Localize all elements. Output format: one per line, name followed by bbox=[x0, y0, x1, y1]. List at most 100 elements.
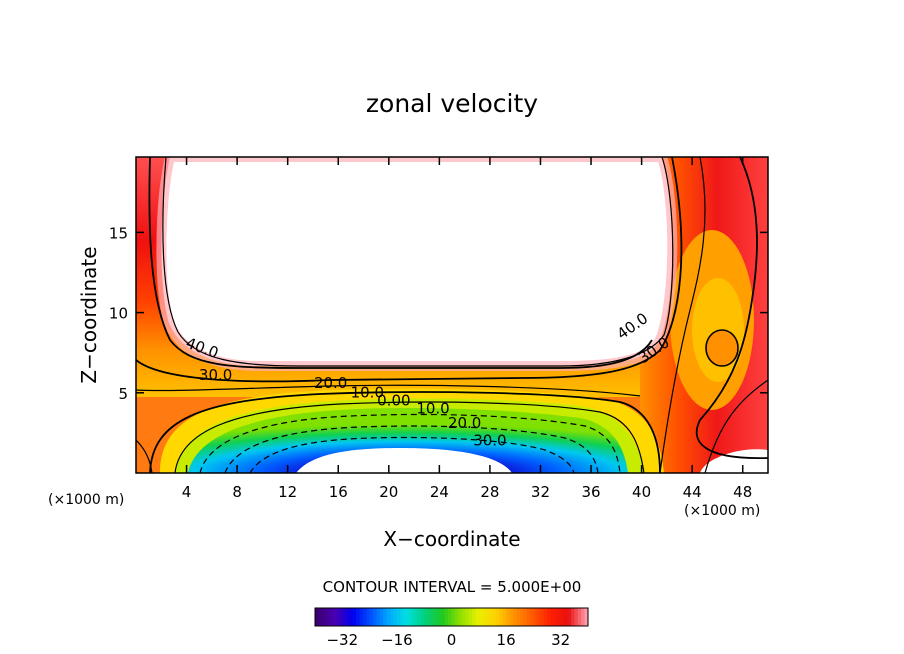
contour-20 bbox=[136, 384, 641, 397]
right-jet-max bbox=[705, 329, 739, 367]
colorbar-cell bbox=[444, 608, 449, 626]
colorbar-cell bbox=[581, 608, 586, 626]
colorbar-cell bbox=[506, 608, 511, 626]
x-tick-label: 16 bbox=[329, 483, 348, 501]
x-axis: 4 8 12 16 20 24 28 32 36 40 44 48 bbox=[182, 157, 752, 501]
x-tick-label: 20 bbox=[379, 483, 398, 501]
x-tick-label: 28 bbox=[480, 483, 499, 501]
contour-40-left bbox=[148, 157, 653, 369]
colorbar-cell bbox=[512, 608, 517, 626]
contour-neg20 bbox=[224, 425, 599, 473]
contour-40-top bbox=[162, 157, 674, 367]
y-axis-label: Z−coordinate bbox=[77, 246, 101, 383]
contour-label: 10.0 bbox=[416, 400, 449, 418]
contour-label: 0.00 bbox=[377, 392, 410, 410]
colorbar-cell bbox=[379, 608, 384, 626]
contour-0 bbox=[174, 401, 645, 473]
colorbar-cell bbox=[485, 608, 490, 626]
colorbar-cell bbox=[584, 608, 589, 626]
colorbar-cell bbox=[553, 608, 558, 626]
plot-frame bbox=[135, 156, 769, 474]
colorbar-cell bbox=[461, 608, 466, 626]
colorbar-cell bbox=[547, 608, 552, 626]
colorbar-cell bbox=[499, 608, 504, 626]
contour-10 bbox=[149, 391, 661, 473]
bottom-mask-right bbox=[700, 449, 768, 473]
colorbar-cell bbox=[376, 608, 381, 626]
colorbar-cell bbox=[318, 608, 323, 626]
chart-title: zonal velocity bbox=[366, 89, 538, 118]
x-tick-label: 48 bbox=[733, 483, 752, 501]
colorbar-cell bbox=[495, 608, 500, 626]
colorbar-cell bbox=[393, 608, 398, 626]
colorbar-cell bbox=[519, 608, 524, 626]
y-tick-label: 5 bbox=[118, 385, 128, 403]
negative-velocity-core bbox=[188, 407, 628, 473]
colorbar-cell bbox=[536, 608, 541, 626]
colorbar-cell bbox=[475, 608, 480, 626]
contour-labels: 40.030.0 20.010.00.00 10.020.030.040.030.0 bbox=[183, 309, 672, 450]
colorbar-cell bbox=[448, 608, 453, 626]
x-tick-label: 12 bbox=[278, 483, 297, 501]
colorbar-cell bbox=[359, 608, 364, 626]
colorbar-cell bbox=[355, 608, 360, 626]
colorbar-tick-label: 0 bbox=[447, 631, 457, 649]
colorbar-cell bbox=[396, 608, 401, 626]
contour-lines bbox=[136, 157, 768, 473]
colorbar-cell bbox=[342, 608, 347, 626]
colorbar-cell bbox=[437, 608, 442, 626]
colorbar-cell bbox=[325, 608, 330, 626]
colorbar-cell bbox=[420, 608, 425, 626]
colorbar-frame bbox=[314, 607, 589, 627]
colorbar-cell bbox=[332, 608, 337, 626]
colorbar-cell bbox=[550, 608, 555, 626]
colorbar-cell bbox=[417, 608, 422, 626]
colorbar-cell bbox=[489, 608, 494, 626]
colorbar-tick-label: 32 bbox=[551, 631, 570, 649]
colorbar-tick-label: 16 bbox=[497, 631, 516, 649]
colorbar-cell bbox=[509, 608, 514, 626]
colorbar-cell bbox=[366, 608, 371, 626]
contour-label: 30.0 bbox=[199, 366, 232, 384]
contour-neg30 bbox=[249, 436, 575, 473]
contour-right-inner bbox=[659, 157, 706, 473]
colorbar-cell bbox=[543, 608, 548, 626]
contour-left-edge bbox=[136, 439, 153, 473]
colorbar-cell bbox=[458, 608, 463, 626]
colorbar-cell bbox=[492, 608, 497, 626]
colorbar-cell bbox=[482, 608, 487, 626]
colorbar-cell bbox=[427, 608, 432, 626]
colorbar-cell bbox=[400, 608, 405, 626]
colorbar-cell bbox=[529, 608, 534, 626]
contour-label: 10.0 bbox=[351, 384, 384, 402]
colorbar-cell bbox=[502, 608, 507, 626]
colorbar-cell bbox=[577, 608, 582, 626]
colorbar: −32 −16 0 16 32 bbox=[314, 607, 589, 649]
contour-label: 20.0 bbox=[448, 414, 481, 432]
colorbar-cell bbox=[413, 608, 418, 626]
colorbar-cell bbox=[451, 608, 456, 626]
contour-label: 30.0 bbox=[473, 432, 506, 450]
x-axis-label: X−coordinate bbox=[383, 527, 520, 551]
colorbar-cell bbox=[338, 608, 343, 626]
colorbar-cell bbox=[349, 608, 354, 626]
colorbar-cell bbox=[424, 608, 429, 626]
colorbar-cell bbox=[362, 608, 367, 626]
colorbar-cell bbox=[564, 608, 569, 626]
colorbar-cell bbox=[369, 608, 374, 626]
colorbar-cell bbox=[335, 608, 340, 626]
colorbar-cell bbox=[403, 608, 408, 626]
colorbar-cell bbox=[383, 608, 388, 626]
contour-right-outer bbox=[695, 157, 768, 459]
x-unit-right: (×1000 m) bbox=[684, 503, 760, 519]
contour-label: 20.0 bbox=[314, 374, 347, 392]
colorbar-cell bbox=[454, 608, 459, 626]
colorbar-cell bbox=[431, 608, 436, 626]
x-tick-label: 4 bbox=[182, 483, 192, 501]
x-tick-label: 24 bbox=[430, 483, 449, 501]
x-tick-label: 32 bbox=[531, 483, 550, 501]
contour-right-edge bbox=[704, 379, 768, 473]
plot-area: 40.030.0 20.010.00.00 10.020.030.040.030.0 bbox=[136, 157, 768, 473]
x-unit-left: (×1000 m) bbox=[48, 492, 124, 508]
